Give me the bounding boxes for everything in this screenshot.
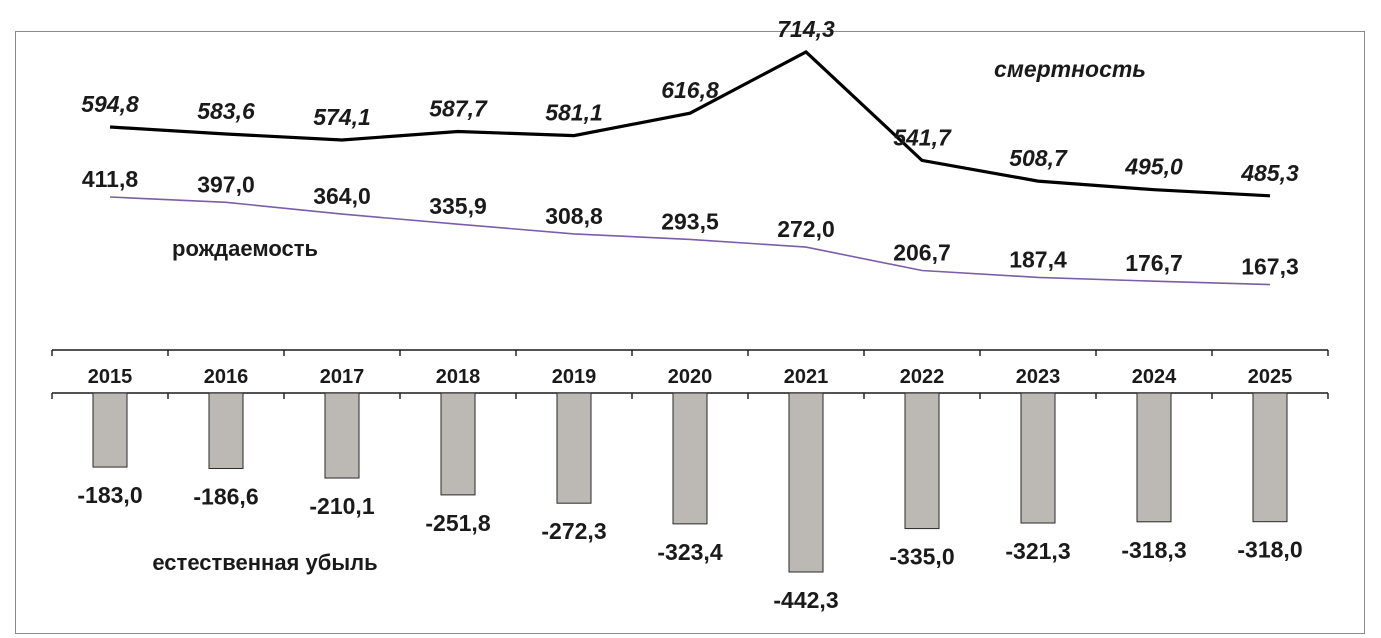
births-data-label: 335,9 bbox=[429, 193, 487, 219]
x-tick-label: 2024 bbox=[1132, 366, 1177, 388]
births-data-label: 397,0 bbox=[197, 171, 255, 197]
x-tick-label: 2025 bbox=[1248, 366, 1293, 388]
mortality-data-label: 616,8 bbox=[661, 77, 719, 103]
bar-data-label: -183,0 bbox=[77, 482, 142, 508]
x-tick-label: 2021 bbox=[784, 366, 829, 388]
x-tick-label: 2017 bbox=[320, 366, 365, 388]
births-data-label: 187,4 bbox=[1009, 246, 1067, 272]
bar-natural-decrease bbox=[1020, 392, 1056, 524]
mortality-data-label: 714,3 bbox=[777, 16, 835, 42]
births-data-label: 308,8 bbox=[545, 203, 603, 229]
bar-data-label: -442,3 bbox=[773, 587, 838, 613]
mortality-data-label: 574,1 bbox=[313, 104, 371, 130]
bar-natural-decrease bbox=[1136, 392, 1172, 523]
births-data-label: 167,3 bbox=[1241, 254, 1299, 280]
bar-data-label: -323,4 bbox=[657, 539, 722, 565]
births-data-label: 411,8 bbox=[82, 166, 138, 192]
mortality-data-label: 594,8 bbox=[81, 91, 139, 117]
bar-natural-decrease bbox=[324, 392, 360, 479]
bar-natural-decrease bbox=[92, 392, 128, 468]
line-mortality bbox=[109, 49, 1271, 198]
x-tick-label: 2022 bbox=[900, 366, 945, 388]
bar-data-label: -210,1 bbox=[309, 493, 374, 519]
bar-data-label: -251,8 bbox=[425, 510, 490, 536]
x-tick-label: 2015 bbox=[88, 366, 133, 388]
births-data-label: 176,7 bbox=[1125, 250, 1183, 276]
mortality-data-label: 541,7 bbox=[893, 124, 952, 150]
bar-natural-decrease bbox=[1252, 392, 1288, 523]
series-name-births: рождаемость bbox=[172, 236, 318, 261]
births-data-label: 206,7 bbox=[893, 239, 951, 265]
x-tick-label: 2020 bbox=[668, 366, 713, 388]
bar-data-label: -272,3 bbox=[541, 518, 606, 544]
mortality-data-label: 495,0 bbox=[1124, 154, 1183, 180]
bar-data-label: -321,3 bbox=[1005, 538, 1070, 564]
births-data-label: 272,0 bbox=[777, 216, 835, 242]
bar-natural-decrease bbox=[788, 392, 824, 573]
mortality-data-label: 583,6 bbox=[197, 98, 255, 124]
x-tick-label: 2018 bbox=[436, 366, 481, 388]
bar-data-label: -335,0 bbox=[889, 544, 954, 570]
births-data-label: 364,0 bbox=[313, 183, 371, 209]
bar-natural-decrease bbox=[904, 392, 940, 530]
bar-data-label: -186,6 bbox=[193, 484, 258, 510]
line-births bbox=[109, 196, 1271, 286]
mortality-data-label: 587,7 bbox=[429, 95, 488, 121]
bar-natural-decrease bbox=[440, 392, 476, 496]
bar-data-label: -318,0 bbox=[1237, 537, 1302, 563]
bar-natural-decrease bbox=[556, 392, 592, 504]
bar-natural-decrease bbox=[208, 392, 244, 470]
mortality-data-label: 485,3 bbox=[1240, 160, 1299, 186]
bar-natural-decrease bbox=[672, 392, 708, 525]
x-tick-label: 2023 bbox=[1016, 366, 1061, 388]
bar-data-label: -318,3 bbox=[1121, 537, 1186, 563]
series-name-mortality: смертность bbox=[994, 56, 1146, 82]
x-tick-label: 2019 bbox=[552, 366, 597, 388]
chart-frame bbox=[15, 31, 1365, 634]
x-tick-label: 2016 bbox=[204, 366, 249, 388]
mortality-data-label: 581,1 bbox=[545, 100, 603, 126]
series-name-natural-decrease: естественная убыль bbox=[152, 550, 377, 575]
mortality-data-label: 508,7 bbox=[1009, 145, 1068, 171]
births-data-label: 293,5 bbox=[661, 208, 719, 234]
